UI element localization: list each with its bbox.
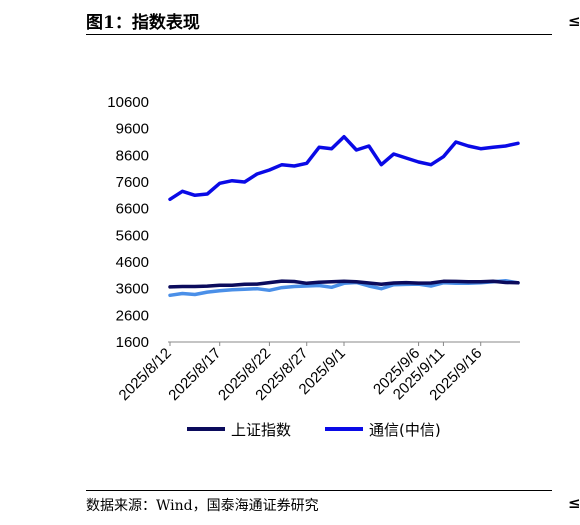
y-tick-label: 6600 (116, 201, 149, 218)
y-axis: 1600 2600 3600 4600 5600 6600 7600 8600 9600 1060… (107, 94, 149, 351)
x-tick-label: 2025/8/12 (116, 345, 175, 404)
x-axis: 2025/8/122025/8/172025/8/222025/8/272025… (116, 341, 520, 404)
y-tick-label: 1600 (116, 334, 149, 351)
y-tick-label: 8600 (116, 147, 149, 164)
bottom-rule (86, 490, 552, 491)
x-tick-label: 2025/8/17 (165, 345, 224, 404)
corner-glyph-bottom: ≤ (568, 494, 580, 512)
y-tick-label: 2600 (116, 307, 149, 324)
series-lines (168, 134, 520, 298)
figure-title: 图1：指数表现 (86, 13, 200, 33)
series-line-1 (168, 134, 520, 202)
series-line-2 (168, 278, 520, 298)
y-tick-label: 10600 (107, 94, 149, 111)
y-tick-label: 4600 (116, 254, 149, 271)
y-tick-label: 9600 (116, 121, 149, 138)
legend-label-1: 通信(中信) (369, 421, 441, 439)
y-tick-label: 3600 (116, 281, 149, 298)
legend-label-0: 上证指数 (231, 421, 291, 439)
y-tick-label: 5600 (116, 227, 149, 244)
y-tick-label: 7600 (116, 174, 149, 191)
corner-glyph-top: ≤ (568, 12, 580, 30)
source-note: 数据来源：Wind，国泰海通证券研究 (86, 498, 319, 514)
top-rule (86, 34, 552, 35)
series-line-0 (168, 279, 520, 289)
legend: 上证指数 通信(中信) (187, 421, 441, 439)
